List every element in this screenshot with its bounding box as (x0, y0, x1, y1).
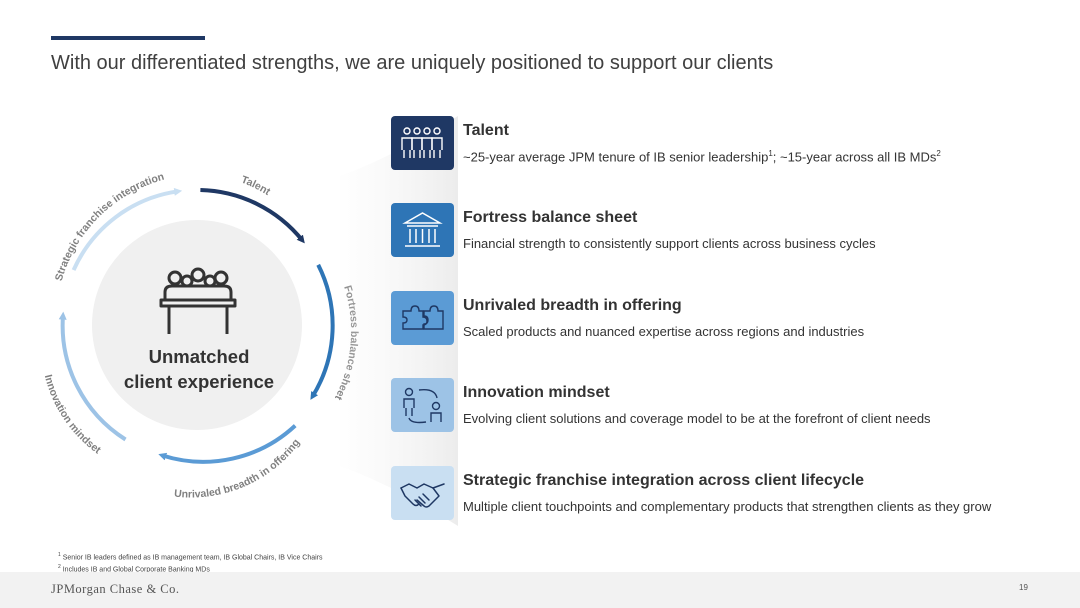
footnote-2: 2 Includes IB and Global Corporate Banki… (58, 563, 210, 574)
strength-title: Unrivaled breadth in offering (463, 297, 682, 314)
strategic-arc (71, 187, 183, 271)
fortress-arc (310, 263, 335, 400)
breadth-label: Unrivaled breadth in offering (174, 437, 303, 500)
page-title: With our differentiated strengths, we ar… (51, 52, 774, 74)
strength-strategic-franchise-integration: Strategic franchise integration across c… (391, 466, 1051, 520)
strength-description: Financial strength to consistently suppo… (463, 236, 876, 251)
strength-title: Fortress balance sheet (463, 209, 638, 226)
strength-innovation-mindset: Innovation mindset Evolving client solut… (391, 378, 1051, 432)
strength-description: ~25-year average JPM tenure of IB senior… (463, 149, 941, 165)
people-exchange-icon (391, 378, 454, 432)
footnote-1: 1 Senior IB leaders defined as IB manage… (58, 552, 323, 562)
people-group-icon (391, 116, 454, 170)
jpmorgan-logo: JPMorgan Chase & Co. (51, 582, 180, 596)
strength-unrivaled-breadth: Unrivaled breadth in offering Scaled pro… (391, 291, 1051, 345)
strength-fortress-balance-sheet: Fortress balance sheet Financial strengt… (391, 203, 1051, 257)
strength-description: Scaled products and nuanced expertise ac… (463, 324, 865, 339)
talent-label: Talent (240, 174, 273, 199)
strength-title: Innovation mindset (463, 384, 610, 401)
strength-title: Talent (463, 122, 509, 139)
title-accent-bar (51, 36, 205, 40)
center-circle (92, 220, 302, 430)
strength-description: Multiple client touchpoints and compleme… (463, 499, 992, 514)
center-caption: Unmatched client experience (108, 344, 290, 394)
bank-building-icon (391, 203, 454, 257)
footnotes: 1 Senior IB leaders defined as IB manage… (58, 551, 323, 575)
strength-description: Evolving client solutions and coverage m… (463, 411, 931, 426)
innovation-arc (58, 311, 127, 442)
strength-talent: Talent ~25-year average JPM tenure of IB… (391, 116, 1051, 170)
center-caption-line1: Unmatched (148, 346, 250, 367)
talent-arc (200, 188, 305, 244)
meeting-table-icon (159, 267, 237, 334)
breadth-arc (158, 424, 297, 464)
center-caption-line2: client experience (123, 371, 275, 392)
page-number: 19 (1019, 583, 1028, 592)
puzzle-pieces-icon (391, 291, 454, 345)
handshake-icon (391, 466, 454, 520)
footer-band (0, 572, 1080, 608)
strength-title: Strategic franchise integration across c… (463, 472, 865, 489)
